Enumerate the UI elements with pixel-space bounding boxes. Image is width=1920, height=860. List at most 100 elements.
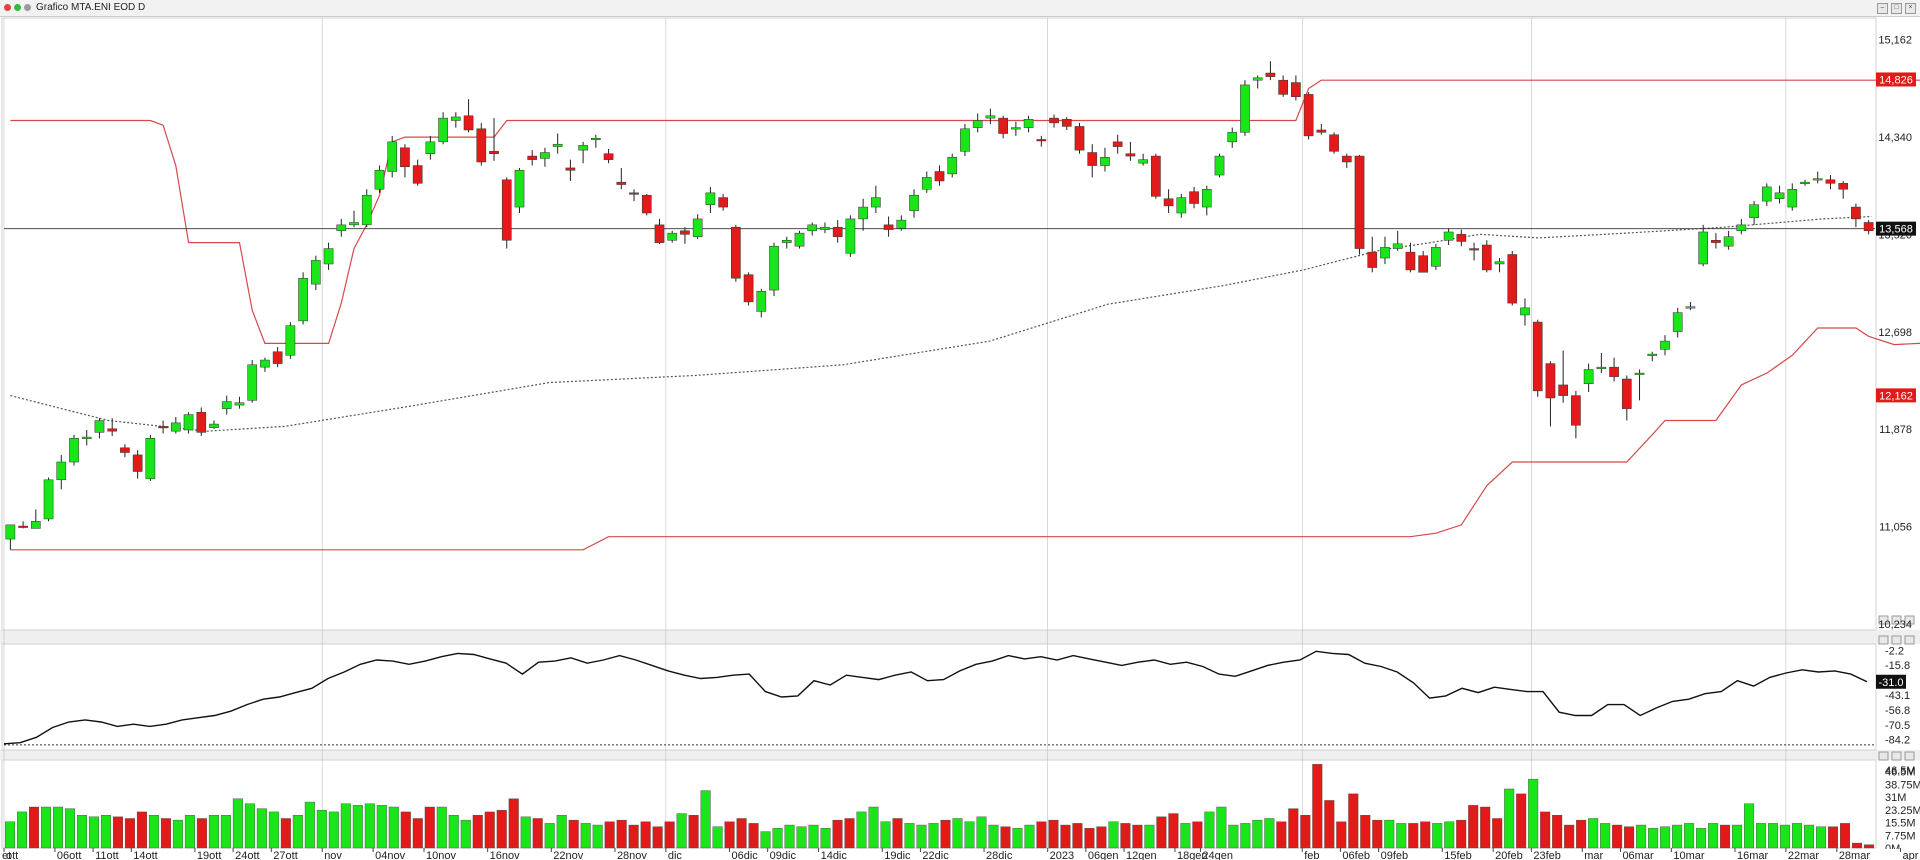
volume-bar: [844, 818, 855, 849]
candle-up: [260, 359, 270, 368]
volume-bar: [4, 821, 15, 849]
vol-panel-button-1[interactable]: [1891, 751, 1902, 761]
volume-bar: [1240, 823, 1251, 849]
pct-panel-button-2[interactable]: [1904, 635, 1915, 645]
candle-up: [387, 141, 398, 172]
volume-bar: [256, 808, 267, 849]
candle-up: [960, 128, 970, 152]
pct-panel-button-0[interactable]: [1878, 635, 1889, 645]
volume-bar: [184, 815, 195, 849]
minimize-dot-icon[interactable]: [24, 4, 31, 11]
volume-bar: [64, 808, 75, 849]
main-panel-button-1[interactable]: [1891, 615, 1902, 625]
volume-tick-label: 31M: [1885, 792, 1906, 804]
volume-bar: [1708, 823, 1719, 849]
candle-down: [120, 447, 130, 453]
volume-bar: [1060, 824, 1071, 849]
last-price-tag: 13,568: [1879, 224, 1913, 236]
percentile-tick-label: -2.2: [1885, 645, 1904, 657]
volume-bar: [1840, 823, 1851, 849]
vol-panel-button-0[interactable]: [1878, 751, 1889, 761]
percentile-last-tag-bg: [1876, 674, 1906, 689]
volume-bar: [1528, 778, 1539, 849]
volume-bar: [1780, 824, 1791, 849]
x-tick-label: 06ott: [57, 850, 81, 860]
candle-up: [1634, 372, 1645, 375]
volume-bar: [196, 818, 207, 849]
panel-divider: [0, 750, 1920, 760]
volume-bar: [16, 811, 27, 849]
candle-up: [1240, 84, 1250, 133]
volume-bar: [520, 816, 531, 849]
main-panel-button-2[interactable]: [1904, 615, 1915, 625]
volume-bar: [1516, 793, 1527, 849]
x-tick-label: 09feb: [1381, 850, 1409, 860]
candle-up: [1023, 119, 1034, 128]
close-dot-icon[interactable]: [4, 4, 11, 11]
volume-bar: [436, 806, 447, 849]
candle-up: [336, 224, 347, 232]
volume-bar: [220, 815, 231, 849]
volume-bar: [1432, 823, 1443, 849]
close-button[interactable]: ×: [1905, 3, 1916, 14]
candle-down: [272, 351, 283, 364]
minimize-button[interactable]: –: [1877, 3, 1888, 14]
volume-bar: [964, 821, 975, 849]
volume-tick-label: 38.75M: [1885, 779, 1920, 791]
candle-down: [1838, 183, 1849, 190]
x-tick-label: 06gen: [1088, 850, 1119, 860]
candle-up: [1443, 231, 1454, 241]
volume-bar: [1564, 824, 1575, 849]
channel-lower-line: [10, 327, 1920, 551]
volume-bar: [1096, 826, 1107, 849]
volume-bar: [1348, 793, 1359, 849]
volume-bar: [1192, 821, 1203, 849]
candle-up: [769, 245, 779, 291]
volume-tick-label: 23.25M: [1885, 805, 1920, 817]
volume-bar: [1312, 764, 1323, 849]
volume-bar: [1408, 823, 1419, 849]
volume-bar: [28, 806, 39, 849]
candle-up: [221, 401, 232, 409]
volume-bar: [1084, 828, 1095, 849]
x-tick-label: nov: [324, 850, 342, 860]
volume-bar: [1672, 824, 1683, 849]
volume-bar: [1048, 819, 1059, 849]
candle-up: [1138, 159, 1148, 164]
x-tick-label: 10nov: [426, 850, 456, 860]
volume-bar: [760, 831, 771, 849]
candle-down: [158, 426, 168, 429]
volume-bar: [544, 823, 555, 849]
x-tick-label: 10mar: [1673, 850, 1705, 860]
volume-bar: [472, 815, 483, 849]
volume-bar: [1228, 824, 1239, 849]
candle-down: [1532, 321, 1543, 392]
candle-down: [501, 179, 512, 241]
candle-up: [56, 461, 67, 481]
volume-bar: [1792, 823, 1803, 849]
volume-bar: [412, 818, 423, 849]
candle-up: [1583, 369, 1594, 385]
volume-bar: [208, 815, 219, 849]
x-tick-label: 14dic: [821, 850, 848, 860]
candle-up: [323, 248, 334, 265]
candle-up: [540, 152, 550, 159]
pct-panel-button-1[interactable]: [1891, 635, 1902, 645]
volume-bar: [1120, 823, 1131, 849]
volume-bar: [1636, 824, 1647, 849]
x-tick-label: 24ott: [235, 850, 259, 860]
candle-up: [81, 436, 92, 439]
volume-bar: [1720, 824, 1731, 849]
zoom-dot-icon[interactable]: [14, 4, 21, 11]
volume-bar: [1108, 821, 1119, 849]
candle-down: [1621, 378, 1632, 409]
candle-up: [1685, 306, 1696, 309]
candle-down: [1125, 153, 1136, 157]
candle-down: [132, 454, 143, 472]
maximize-button[interactable]: □: [1891, 3, 1902, 14]
volume-bar: [988, 824, 999, 849]
main-panel-button-0[interactable]: [1878, 615, 1889, 625]
vol-panel-button-2[interactable]: [1904, 751, 1915, 761]
volume-bar: [1576, 819, 1587, 849]
level-tag: 14,826: [1879, 74, 1913, 86]
